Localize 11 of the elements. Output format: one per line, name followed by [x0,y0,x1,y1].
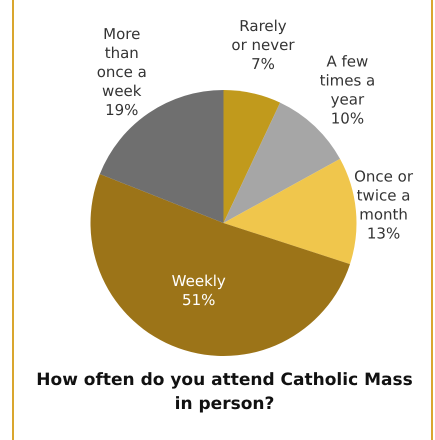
data-label: 13% [366,224,400,242]
slice-label: Weekly [172,272,226,290]
data-label: 51% [182,291,216,310]
text: How often do you attend Catholic Mass in person? [35,369,414,416]
data-label: 7% [251,55,275,74]
data-label: 10% [330,109,364,128]
data-label: 19% [105,101,138,120]
slice-label: A few times a year [320,52,376,108]
slice-label: Rarely or never [231,17,296,54]
slice-label: More than once a week [96,25,147,100]
slice-label: Once or twice a month [354,167,414,224]
